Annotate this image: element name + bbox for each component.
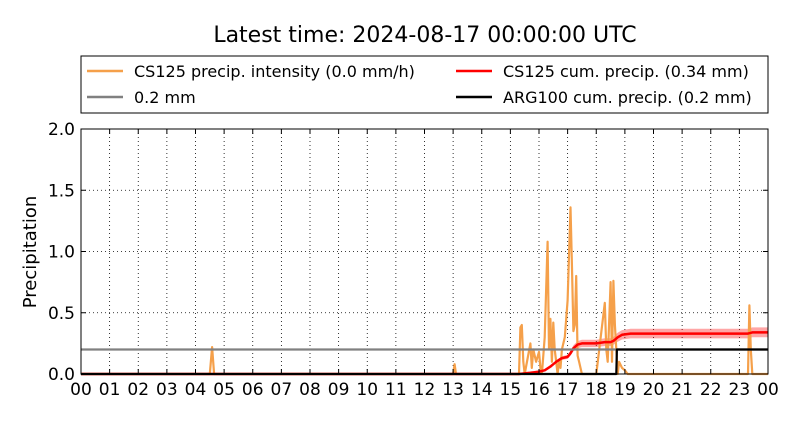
y-tick-label: 0.0 xyxy=(48,365,75,385)
legend-frame xyxy=(80,55,769,114)
x-tick-label: 22 xyxy=(700,380,722,400)
x-tick-label: 10 xyxy=(356,380,378,400)
x-tick-label: 14 xyxy=(471,380,493,400)
x-tick-label: 19 xyxy=(614,380,636,400)
x-tick-label: 15 xyxy=(500,380,522,400)
x-tick-label: 08 xyxy=(299,380,321,400)
y-tick-label: 0.5 xyxy=(48,304,75,324)
cum-precip-uncertainty-band xyxy=(81,327,768,374)
chart-title: Latest time: 2024-08-17 00:00:00 UTC xyxy=(213,23,636,48)
x-tick-label: 20 xyxy=(643,380,665,400)
legend-label: 0.2 mm xyxy=(134,88,196,107)
plot-area: 00 01 02 03 04 05 06 07 08 09 10 11 12 13 14 15 16 17 18 19… xyxy=(48,120,779,400)
x-tick-label: 03 xyxy=(156,380,178,400)
legend-label: ARG100 cum. precip. (0.2 mm) xyxy=(503,88,752,107)
x-tick-label: 05 xyxy=(213,380,235,400)
y-tick-label: 1.0 xyxy=(48,243,75,263)
x-tick-label: 17 xyxy=(557,380,579,400)
y-tick-label: 2.0 xyxy=(48,120,75,140)
y-tick-label: 1.5 xyxy=(48,181,75,201)
legend-label: CS125 cum. precip. (0.34 mm) xyxy=(503,62,749,81)
x-tick-label: 04 xyxy=(185,380,207,400)
x-tick-label: 16 xyxy=(528,380,550,400)
x-tick-label: 00 xyxy=(70,380,92,400)
x-tick-label: 06 xyxy=(242,380,264,400)
x-tick-label: 07 xyxy=(271,380,293,400)
x-tick-label: 18 xyxy=(585,380,607,400)
legend-label: CS125 precip. intensity (0.0 mm/h) xyxy=(134,62,415,81)
y-axis-label: Precipitation xyxy=(20,196,41,309)
x-tick-label: 12 xyxy=(414,380,436,400)
x-tick-label: 01 xyxy=(99,380,121,400)
x-tick-label: 21 xyxy=(671,380,693,400)
x-tick-label: 00 xyxy=(757,380,779,400)
x-tick-label: 11 xyxy=(385,380,407,400)
x-tick-label: 02 xyxy=(127,380,149,400)
x-tick-label: 09 xyxy=(328,380,350,400)
chart-legend: CS125 precip. intensity (0.0 mm/h) CS125 … xyxy=(80,55,769,114)
x-tick-label: 23 xyxy=(729,380,751,400)
x-tick-label: 13 xyxy=(442,380,464,400)
